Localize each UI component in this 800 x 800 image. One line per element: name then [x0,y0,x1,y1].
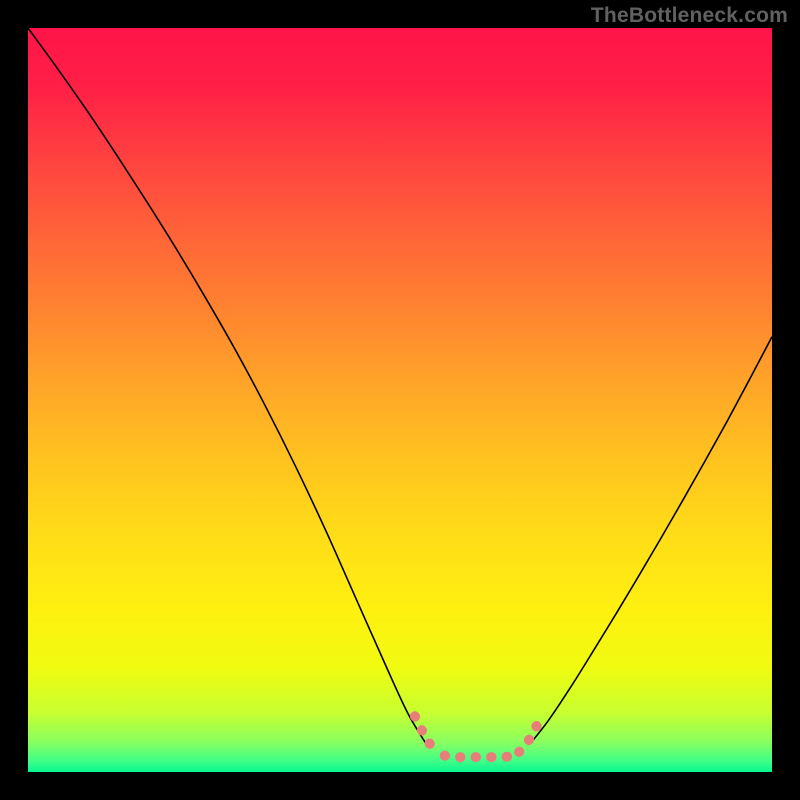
watermark: TheBottleneck.com [591,4,788,28]
bottleneck-chart [28,28,772,772]
chart-svg [28,28,772,772]
chart-background [28,28,772,772]
